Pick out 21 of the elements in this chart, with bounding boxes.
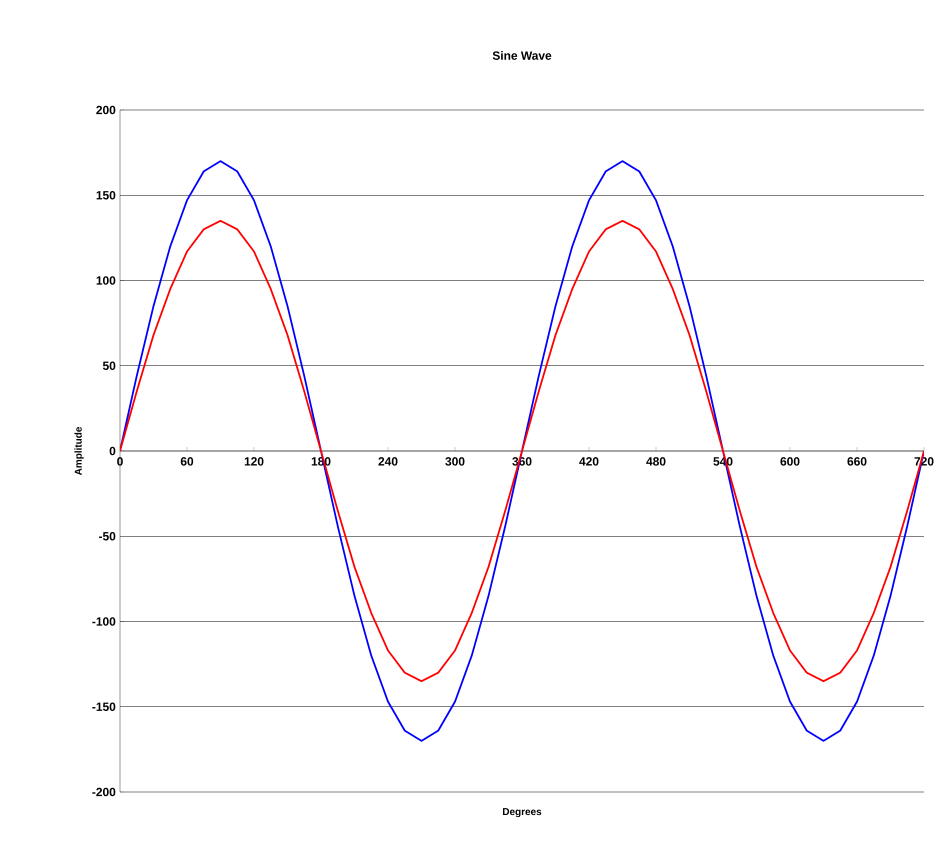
chart-title: Sine Wave [492, 51, 552, 60]
x-tick-label: 660 [847, 457, 866, 466]
x-tick-label: 600 [780, 457, 800, 466]
y-tick-label: -100 [92, 617, 116, 626]
y-tick-label: 50 [102, 362, 116, 370]
x-tick-label: 480 [646, 457, 666, 466]
x-tick-label: 300 [445, 457, 464, 466]
x-tick-label: 240 [378, 457, 398, 466]
y-tick-label: 150 [96, 191, 116, 200]
y-tick-label: -150 [92, 702, 116, 711]
y-tick-label: 100 [96, 276, 116, 285]
x-tick-label: 120 [244, 457, 264, 466]
x-tick-label: 420 [579, 457, 598, 466]
x-axis-title: Degrees [503, 808, 542, 818]
x-tick-label: 60 [180, 457, 194, 466]
y-tick-label: 200 [96, 106, 116, 114]
y-tick-label: 0 [110, 446, 116, 456]
y-tick-label: -200 [92, 788, 116, 796]
y-axis-title: Amplitude [74, 426, 84, 476]
y-tick-label: -50 [99, 532, 116, 540]
x-tick-label: 0 [117, 457, 123, 466]
